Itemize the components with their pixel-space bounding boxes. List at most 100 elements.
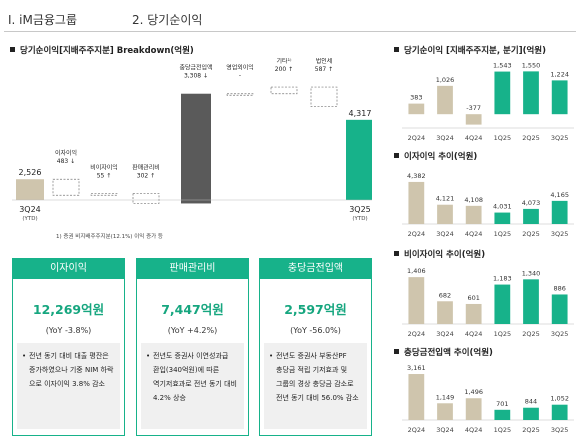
right-chart-title-4: 충당금전입액 추이(억원) bbox=[394, 346, 493, 358]
data-label: 1,224 bbox=[550, 70, 569, 78]
kpi-card-value: 2,597억원 bbox=[284, 302, 347, 317]
desc-line: 전년도 증권사 이연성과급 bbox=[153, 352, 229, 360]
tick-label: 4Q24 bbox=[465, 134, 483, 142]
tick-label: 3Q25 bbox=[551, 426, 569, 434]
bar bbox=[90, 193, 118, 196]
tick-label: 2Q25 bbox=[522, 330, 540, 338]
data-label: -377 bbox=[466, 104, 481, 112]
category-label: 비이자이익 bbox=[90, 163, 118, 171]
tick-label: 3Q25 bbox=[349, 205, 371, 214]
data-label: 844 bbox=[525, 398, 537, 406]
provision-chart: 3,161 2Q24 1,149 3Q24 1,496 4Q24 701 1Q25 844 2Q2… bbox=[402, 364, 574, 434]
tick-label: 1Q25 bbox=[494, 230, 512, 238]
tick-label: 3Q25 bbox=[551, 330, 569, 338]
tick-label: (YTD) bbox=[22, 216, 37, 222]
data-label: 1,550 bbox=[522, 61, 541, 69]
bar bbox=[132, 193, 160, 204]
desc-line: 전년 동기 대비 56.0% 감소 bbox=[276, 394, 359, 402]
data-label: 4,108 bbox=[464, 196, 483, 204]
kpi-card-description: • 전년도 증권사 부동산PF 충당금 적립 기저효과 및 그룹의 경상 충당금… bbox=[264, 343, 367, 429]
right-chart-title-2: 이자이익 추이(억원) bbox=[394, 150, 477, 162]
kpi-card-change: (YoY -3.8%) bbox=[45, 326, 92, 335]
data-label: 200 ↑ bbox=[275, 66, 293, 73]
bar bbox=[551, 200, 568, 224]
bar bbox=[465, 114, 482, 125]
data-label: 4,165 bbox=[550, 191, 569, 199]
data-label: 1,406 bbox=[407, 267, 426, 275]
header-divider bbox=[4, 31, 576, 32]
page-header: Ⅰ. iM금융그룹 2. 당기순이익 bbox=[0, 0, 580, 36]
data-label: 383 bbox=[410, 94, 422, 102]
bar bbox=[494, 71, 511, 115]
bar bbox=[16, 179, 44, 200]
tick-label: 2Q24 bbox=[408, 230, 426, 238]
interest-income-chart: 4,382 2Q24 4,121 3Q24 4,108 4Q24 4,031 1Q25 4,07… bbox=[402, 172, 574, 238]
data-label: 701 bbox=[496, 400, 508, 408]
category-label: 이자이익 bbox=[55, 149, 77, 157]
kpi-card-description: • 전년도 증권사 이연성과급 환입(340억원)에 따른 역기저효과로 전년 … bbox=[141, 343, 244, 429]
bar bbox=[408, 374, 425, 420]
tick-label: 2Q25 bbox=[522, 230, 540, 238]
tick-label: 1Q25 bbox=[494, 426, 512, 434]
data-label: 1,340 bbox=[522, 269, 541, 277]
kpi-card-title: 이자이익 bbox=[13, 259, 124, 279]
kpi-card-value: 12,269억원 bbox=[32, 302, 105, 317]
data-label: 302 ↑ bbox=[137, 172, 155, 179]
data-label: 4,317 bbox=[349, 109, 372, 118]
bar bbox=[523, 279, 539, 324]
bullet-square-icon bbox=[394, 47, 399, 52]
bar bbox=[465, 303, 482, 324]
bullet-square-icon bbox=[394, 349, 399, 354]
kpi-card-sga: 판매관리비 7,447억원 (YoY +4.2%) • 전년도 증권사 이연성과… bbox=[136, 258, 249, 436]
net-income-quarterly-chart: 383 2Q24 1,026 3Q24 -377 4Q24 1,543 1Q25 1,550 2Q… bbox=[402, 61, 574, 142]
tick-label: 3Q25 bbox=[551, 134, 569, 142]
waterfall-title: 당기순이익[지배주주지분] Breakdown(억원) bbox=[10, 44, 194, 56]
bar bbox=[523, 208, 539, 224]
desc-line: 그룹의 경상 충당금 감소로 bbox=[276, 380, 354, 388]
data-label: 1,496 bbox=[464, 388, 483, 396]
tick-label: 3Q24 bbox=[436, 230, 454, 238]
data-label: 4,382 bbox=[407, 172, 426, 180]
data-label: 601 bbox=[467, 294, 479, 302]
bar bbox=[494, 284, 511, 324]
tick-label: 1Q25 bbox=[494, 330, 512, 338]
bullet-dot-icon: • bbox=[269, 352, 274, 360]
data-label: 682 bbox=[439, 291, 451, 299]
data-label: 587 ↑ bbox=[315, 66, 333, 73]
bar bbox=[465, 398, 482, 420]
bar bbox=[551, 404, 568, 420]
desc-line: 증가하였으나 기중 NIM 하락 bbox=[29, 366, 114, 374]
tick-label: 4Q24 bbox=[465, 426, 483, 434]
bar bbox=[437, 85, 453, 115]
bar bbox=[494, 212, 511, 224]
data-label: 2,526 bbox=[19, 168, 42, 177]
section-title: Ⅰ. iM금융그룹 bbox=[8, 13, 78, 27]
kpi-card-title: 충당금전입액 bbox=[260, 259, 371, 279]
data-label: 1,183 bbox=[493, 275, 512, 283]
bar bbox=[437, 204, 453, 224]
data-label: 55 ↑ bbox=[97, 172, 112, 179]
tick-label: 2Q25 bbox=[522, 134, 540, 142]
bar bbox=[408, 103, 425, 115]
category-label: 기타¹⁾ bbox=[277, 58, 292, 65]
tick-label: 3Q24 bbox=[436, 426, 454, 434]
tick-label: (YTD) bbox=[352, 216, 367, 222]
bar bbox=[437, 403, 453, 420]
bullet-dot-icon: • bbox=[146, 352, 151, 360]
desc-line: 4.2% 상승 bbox=[153, 394, 186, 402]
bar bbox=[551, 294, 568, 324]
tick-label: 3Q24 bbox=[436, 330, 454, 338]
desc-line: 역기저효과로 전년 동기 대비 bbox=[153, 380, 237, 388]
data-label: 3,161 bbox=[407, 364, 426, 372]
data-label: 886 bbox=[553, 284, 565, 292]
kpi-card-interest-income: 이자이익 12,269억원 (YoY -3.8%) • 전년 동기 대비 대출 … bbox=[12, 258, 125, 436]
kpi-card-description: • 전년 동기 대비 대출 평잔은 증가하였으나 기중 NIM 하락 으로 이자… bbox=[17, 343, 120, 429]
tick-label: 2Q24 bbox=[408, 426, 426, 434]
bullet-square-icon bbox=[394, 153, 399, 158]
bullet-square-icon bbox=[394, 251, 399, 256]
category-label: 법인세 bbox=[316, 58, 333, 65]
bar bbox=[551, 80, 568, 115]
data-label: 1,026 bbox=[436, 76, 455, 84]
bar bbox=[270, 86, 298, 95]
desc-line: 전년 동기 대비 대출 평잔은 bbox=[29, 352, 109, 360]
